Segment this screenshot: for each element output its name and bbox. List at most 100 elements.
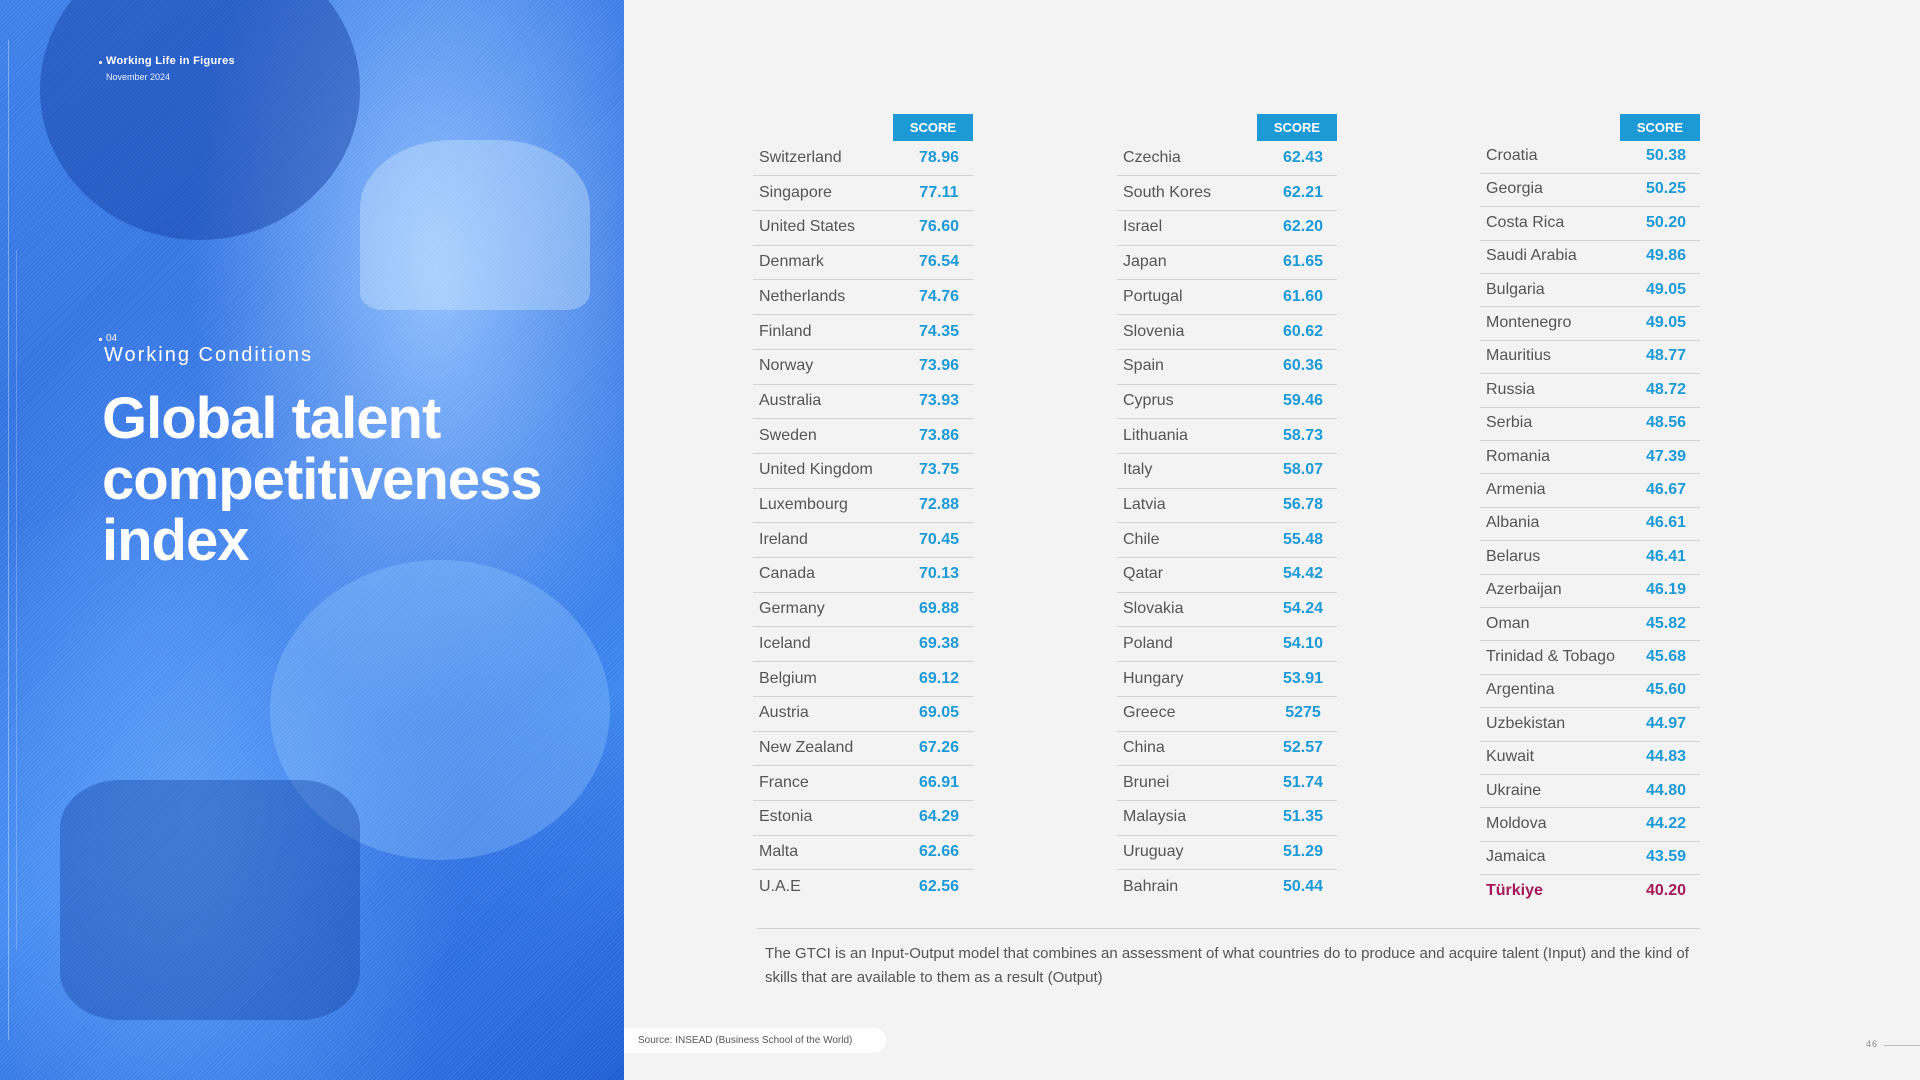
country-score: 49.05 — [1645, 280, 1687, 298]
country-name: Spain — [1123, 357, 1164, 375]
row-separator — [1480, 473, 1700, 475]
row-separator — [753, 765, 973, 767]
row-separator — [1480, 373, 1700, 375]
table-row: Chile 55.48 — [1117, 523, 1343, 557]
table-row: Portugal 61.60 — [1117, 280, 1343, 314]
country-name: Italy — [1123, 461, 1153, 479]
country-score: 76.54 — [918, 253, 960, 271]
row-separator — [1117, 869, 1337, 871]
country-score: 50.38 — [1645, 147, 1687, 164]
row-separator — [753, 799, 973, 801]
table-row: Mauritius 48.77 — [1480, 339, 1706, 373]
row-separator — [1117, 383, 1337, 385]
country-score: 69.12 — [918, 669, 960, 687]
country-name: Moldova — [1486, 815, 1547, 832]
row-separator — [1480, 606, 1700, 608]
decorative-line — [8, 40, 9, 1040]
country-score: 62.20 — [1282, 218, 1324, 236]
country-name: China — [1123, 738, 1165, 756]
table-row: Trinidad & Tobago 45.68 — [1480, 640, 1706, 674]
country-score: 44.22 — [1645, 815, 1687, 832]
country-name: Norway — [759, 357, 814, 375]
row-separator — [753, 661, 973, 663]
country-score: 46.41 — [1645, 547, 1687, 565]
country-name: Trinidad & Tobago — [1486, 648, 1615, 665]
country-score: 54.10 — [1282, 634, 1324, 652]
country-name: Switzerland — [759, 149, 842, 166]
table-row: Netherlands 74.76 — [753, 280, 979, 314]
country-score: 76.60 — [918, 218, 960, 236]
table-row: Israel 62.20 — [1117, 210, 1343, 244]
table-row: Ukraine 44.80 — [1480, 774, 1706, 808]
section-number: 04 — [106, 333, 118, 344]
country-name: Cyprus — [1123, 391, 1174, 409]
row-separator — [1117, 452, 1337, 454]
country-score: 56.78 — [1282, 496, 1324, 513]
country-name: New Zealand — [759, 738, 854, 756]
country-name: U.A.E — [759, 877, 801, 895]
country-name: France — [759, 773, 809, 791]
table-row: Hungary 53.91 — [1117, 662, 1343, 696]
country-score: 67.26 — [918, 738, 960, 756]
country-score: 73.93 — [918, 391, 960, 409]
table-row: Slovakia 54.24 — [1117, 592, 1343, 626]
country-score: 70.13 — [918, 565, 960, 583]
country-score: 69.05 — [918, 704, 960, 722]
table-row: Georgia 50.25 — [1480, 172, 1706, 206]
country-score: 45.68 — [1645, 648, 1687, 665]
country-score: 59.46 — [1282, 391, 1324, 409]
table-row: Germany 69.88 — [753, 592, 979, 626]
row-separator — [1117, 279, 1337, 281]
country-name: Saudi Arabia — [1486, 247, 1577, 265]
country-score: 70.45 — [918, 530, 960, 548]
row-separator — [1117, 487, 1337, 489]
table-row: Finland 74.35 — [753, 315, 979, 349]
table-row: Sweden 73.86 — [753, 419, 979, 453]
row-separator — [753, 591, 973, 593]
country-name: Israel — [1123, 218, 1163, 236]
row-separator — [753, 452, 973, 454]
country-score: 53.91 — [1282, 669, 1324, 687]
country-score: 64.29 — [918, 808, 960, 826]
row-separator — [1117, 175, 1337, 177]
row-separator — [1480, 406, 1700, 408]
country-name: Armenia — [1486, 481, 1546, 498]
row-separator — [753, 210, 973, 212]
table-row: Azerbaijan 46.19 — [1480, 573, 1706, 607]
title-line: Global talent — [102, 386, 441, 451]
score-column-header: SCORE — [893, 114, 973, 141]
country-name: United States — [759, 218, 856, 236]
country-name: Brunei — [1123, 773, 1170, 791]
table-row: New Zealand 67.26 — [753, 731, 979, 765]
table-row: Türkiye 40.20 — [1480, 874, 1706, 908]
hero-photo-shape — [270, 560, 610, 860]
title-line: competitiveness — [102, 447, 543, 512]
row-separator — [753, 834, 973, 836]
country-score: 50.25 — [1645, 180, 1687, 198]
decorative-line — [16, 250, 17, 950]
row-separator — [1117, 695, 1337, 697]
row-separator — [753, 557, 973, 559]
publication-date: November 2024 — [106, 72, 171, 82]
country-name: Germany — [759, 600, 825, 618]
country-name: Uruguay — [1123, 843, 1184, 860]
country-score: 66.91 — [918, 773, 960, 791]
row-separator — [1480, 506, 1700, 508]
country-score: 55.48 — [1282, 530, 1324, 548]
country-name: Greece — [1123, 704, 1176, 722]
table-row: Slovenia 60.62 — [1117, 315, 1343, 349]
table-row: Singapore 77.11 — [753, 176, 979, 210]
row-separator — [1117, 418, 1337, 420]
country-name: Lithuania — [1123, 426, 1188, 444]
country-score: 49.05 — [1645, 314, 1687, 331]
country-score: 45.60 — [1645, 681, 1687, 699]
row-separator — [1117, 522, 1337, 524]
row-separator — [1480, 707, 1700, 709]
row-separator — [1117, 730, 1337, 732]
country-name: Georgia — [1486, 180, 1543, 198]
country-score: 61.65 — [1282, 253, 1324, 271]
table-row: Argentina 45.60 — [1480, 673, 1706, 707]
row-separator — [1117, 210, 1337, 212]
table-row: Bahrain 50.44 — [1117, 870, 1343, 904]
table-row: Luxembourg 72.88 — [753, 488, 979, 522]
